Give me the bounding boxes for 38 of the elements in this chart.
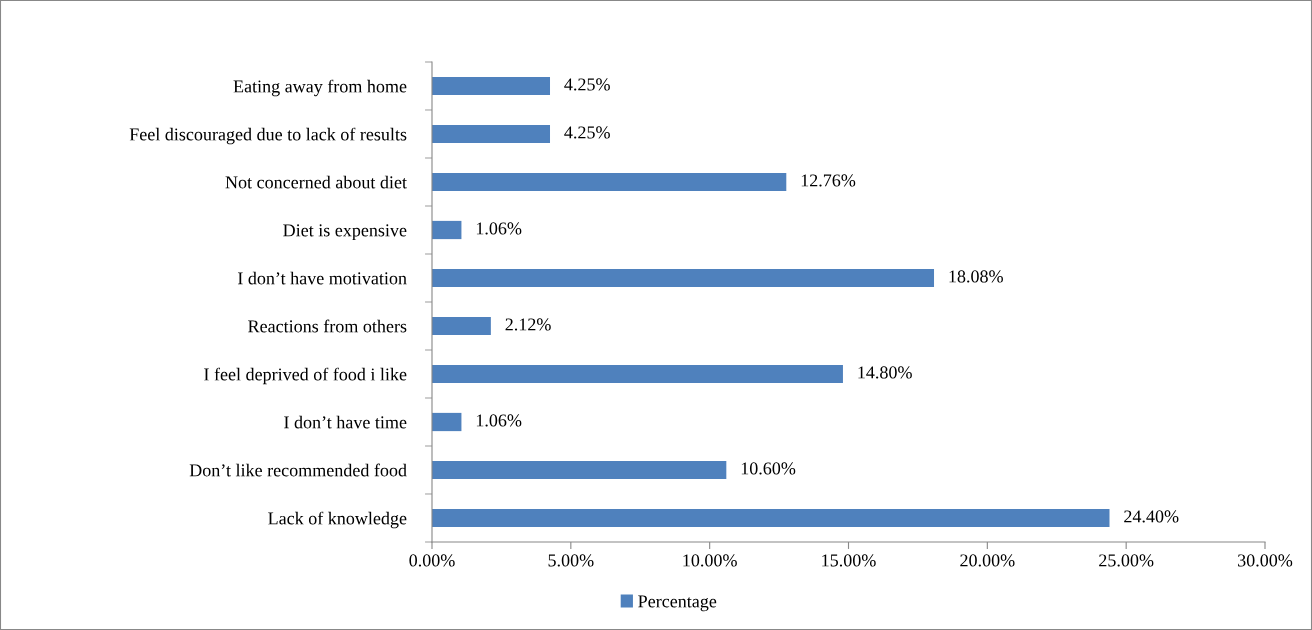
data-label: 1.06% <box>476 222 522 235</box>
bar <box>432 268 935 288</box>
x-tick-label: 0.00% <box>409 554 455 567</box>
bar <box>432 460 727 480</box>
bar <box>432 412 462 432</box>
data-label: 10.60% <box>741 462 796 475</box>
bar <box>432 508 1110 528</box>
data-label: 1.06% <box>476 414 522 427</box>
bar <box>432 76 551 96</box>
data-label: 4.25% <box>564 126 610 139</box>
bar <box>432 364 843 384</box>
y-tick-label: Don’t like recommended food <box>189 463 407 477</box>
x-tick-label: 15.00% <box>822 554 876 567</box>
x-tick-label: 10.00% <box>683 554 737 567</box>
y-tick-label: I feel deprived of food i like <box>204 367 407 385</box>
y-tick-label: Lack of knowledge <box>268 511 407 529</box>
y-tick-label: Feel discouraged due to lack of results <box>129 127 407 145</box>
x-tick-label: 30.00% <box>1238 554 1293 567</box>
data-label: 2.12% <box>505 318 551 331</box>
bar <box>432 316 491 336</box>
x-tick-label: 20.00% <box>960 554 1015 567</box>
y-tick-label: I don’t have time <box>284 415 407 429</box>
data-label: 24.40% <box>1124 510 1179 523</box>
data-label: 12.76% <box>801 174 856 187</box>
data-label: 18.08% <box>949 270 1003 283</box>
x-tick-label: 5.00% <box>548 554 594 567</box>
bar <box>432 124 551 144</box>
y-tick-label: I don’t have motivation <box>237 271 407 285</box>
data-label: 14.80% <box>858 366 912 379</box>
y-tick-label: Not concerned about diet <box>225 175 407 189</box>
data-label: 4.25% <box>564 78 610 91</box>
bar <box>432 172 787 192</box>
y-tick-label: Eating away from home <box>233 79 407 97</box>
y-tick-label: Reactions from others <box>248 319 407 333</box>
bar <box>432 220 462 240</box>
x-tick-label: 25.00% <box>1099 554 1154 567</box>
legend-label: Percentage <box>638 595 717 612</box>
y-tick-label: Diet is expensive <box>283 224 407 241</box>
